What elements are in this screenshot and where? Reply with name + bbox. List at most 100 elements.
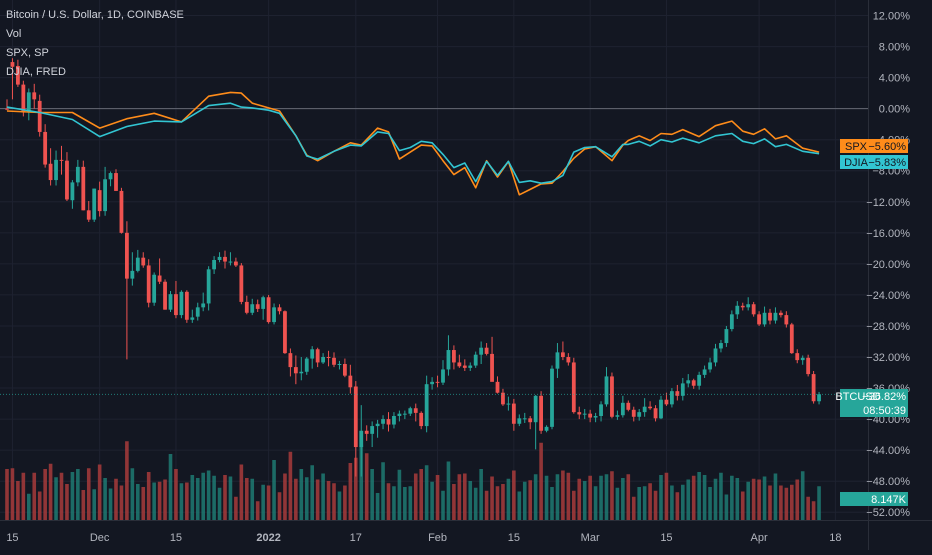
candle [631, 406, 636, 422]
candle-body [332, 357, 336, 365]
candle [762, 306, 767, 327]
volume-bar [348, 463, 353, 520]
volume-bar [806, 496, 810, 520]
candle-body [680, 383, 685, 396]
candle [402, 410, 407, 420]
btc-badge-value: −36.82% [862, 391, 906, 403]
volume-bar [441, 490, 445, 520]
candle-body [108, 173, 113, 180]
candle [223, 250, 227, 269]
volume-bar [179, 483, 184, 520]
volume-bar [108, 488, 113, 520]
volume-bar [212, 475, 216, 520]
volume-bar [708, 487, 712, 520]
volume-bar [32, 472, 37, 520]
volume-bar [413, 473, 418, 520]
candle-body [168, 294, 173, 310]
volume-bar [517, 491, 522, 520]
candle [48, 148, 53, 186]
candle-body [468, 365, 473, 368]
candle [10, 58, 15, 100]
candle [239, 263, 244, 305]
candle [288, 348, 293, 377]
candle [648, 401, 652, 410]
candle-body [21, 84, 26, 113]
candle-body [37, 100, 42, 132]
volume-bar [424, 465, 429, 520]
spx-badge-name: SPX [845, 141, 868, 153]
candle [637, 409, 642, 421]
candle-body [719, 343, 723, 349]
volume-bar [533, 474, 538, 520]
volume-bar [299, 469, 304, 520]
volume-bar [283, 473, 287, 520]
y-tick-label: −12.00% [866, 197, 910, 209]
series-line-djia [6, 102, 820, 184]
candle [468, 362, 473, 371]
volume-bar [631, 496, 636, 520]
volume-bar [48, 463, 53, 520]
candle [397, 410, 402, 422]
candle-body [604, 376, 609, 405]
candle [283, 310, 287, 354]
candle-body [615, 415, 620, 417]
volume-bar [719, 472, 723, 520]
candle [582, 409, 587, 420]
legend-main-symbol[interactable]: Bitcoin / U.S. Dollar, 1D, COINBASE [6, 9, 184, 21]
candle-body [746, 304, 751, 308]
volume-bar [81, 490, 86, 520]
volume-bar [277, 492, 282, 520]
candle-body [157, 275, 162, 282]
candle [195, 302, 200, 321]
spx-badge-value: −5.60% [868, 141, 906, 153]
y-tick-label: 12.00% [873, 11, 911, 23]
legend-spx[interactable]: SPX, SP [6, 47, 49, 59]
volume-bar [92, 489, 96, 520]
candle [719, 339, 723, 353]
volume-bar [670, 485, 674, 520]
candle [81, 160, 86, 211]
candle-body [364, 430, 369, 434]
candle [670, 388, 674, 408]
candle [533, 395, 538, 450]
candle-body [441, 369, 445, 383]
candle-body [250, 304, 255, 313]
candle [359, 405, 364, 477]
candle-body [479, 347, 484, 355]
candle [577, 406, 582, 420]
volume-bar [610, 471, 614, 520]
candle [59, 145, 64, 175]
legend-volume[interactable]: Vol [6, 28, 22, 40]
btc-badge-name: BTCUSD [835, 391, 880, 403]
legend-djia[interactable]: DJIA, FRED [6, 66, 66, 78]
candle-body [452, 350, 456, 363]
candle-body [490, 353, 494, 382]
candle [795, 349, 800, 364]
volume-bar [97, 464, 102, 520]
volume-bar [790, 484, 794, 520]
candle-body [65, 160, 69, 200]
candle-body [397, 413, 402, 416]
volume-bar [114, 478, 118, 520]
candle [691, 378, 696, 389]
candle-body [92, 188, 97, 220]
candle-body [201, 303, 206, 308]
candle-body [293, 367, 298, 374]
candle-body [190, 317, 195, 320]
volume-bar [250, 478, 255, 520]
candle [517, 414, 522, 427]
candle [375, 419, 380, 438]
candle [75, 159, 80, 187]
candle-body [174, 294, 178, 316]
volume-bar [659, 475, 663, 520]
candle [206, 266, 211, 311]
candle-body [817, 394, 821, 402]
y-tick-label: −44.00% [866, 445, 910, 457]
candle-body [593, 416, 598, 418]
volume-bar [375, 493, 380, 520]
candle [92, 188, 97, 222]
volume-bar [773, 473, 778, 520]
candle [54, 150, 58, 186]
